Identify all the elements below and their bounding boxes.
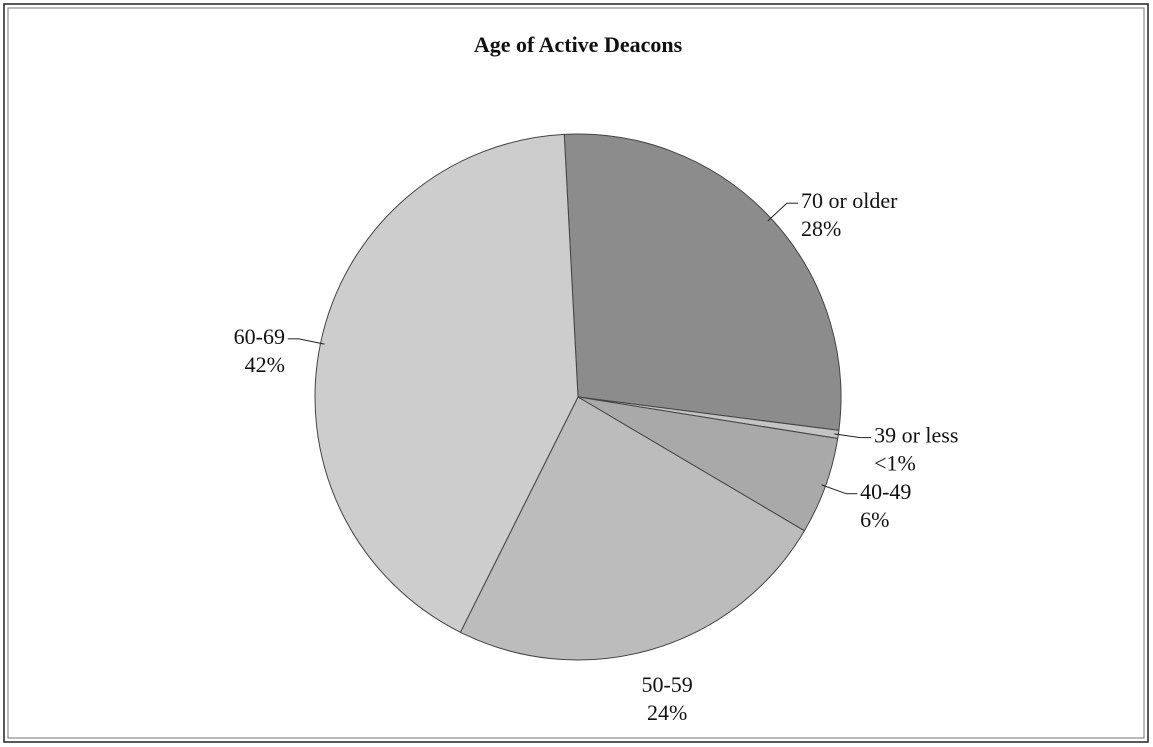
chart-inner-frame	[7, 7, 1145, 739]
leader-line	[834, 433, 861, 439]
leader-line	[298, 338, 325, 345]
slice-value-label: 6%	[860, 507, 889, 532]
slice-label: 40-49	[860, 479, 911, 504]
leader-line	[821, 484, 847, 495]
slice-label: 39 or less	[874, 423, 958, 448]
slice-label: 50-59	[641, 672, 692, 697]
pie-slice	[459, 396, 806, 661]
slice-value-label: <1%	[874, 451, 916, 476]
slice-value-label: 28%	[801, 216, 841, 241]
chart-title: Age of Active Deacons	[474, 32, 683, 57]
slice-label: 60-69	[234, 324, 285, 349]
slice-value-label: 24%	[647, 700, 687, 725]
slice-value-label: 42%	[245, 352, 285, 377]
leader-line	[767, 202, 788, 222]
slice-label: 70 or older	[801, 188, 898, 213]
